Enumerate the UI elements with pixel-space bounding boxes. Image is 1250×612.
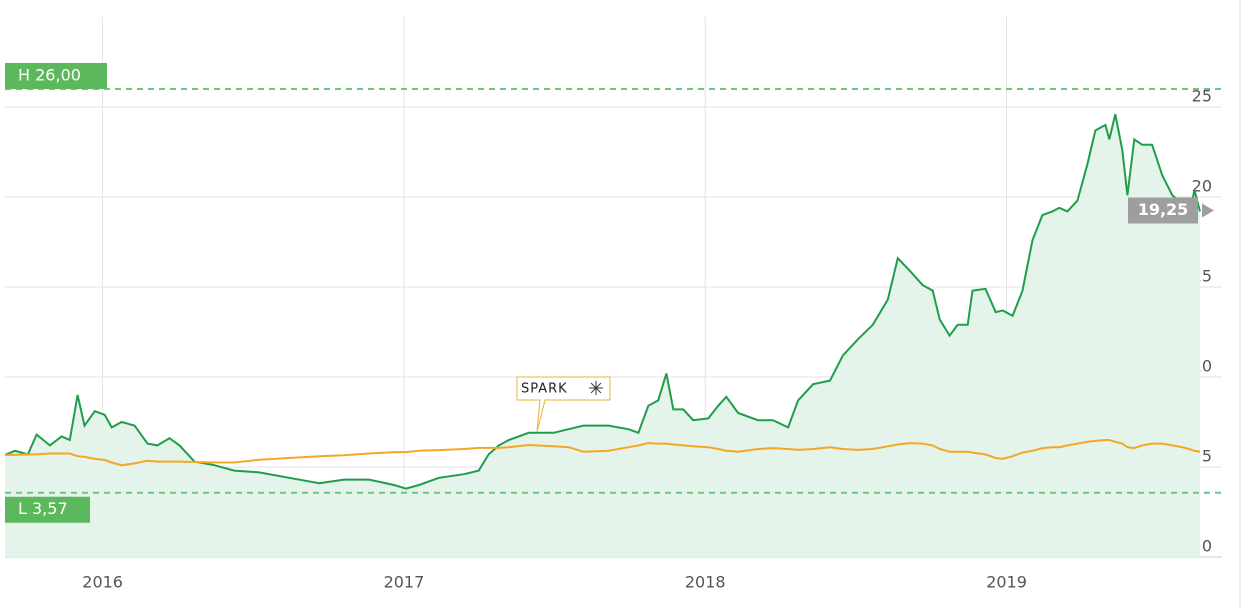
last-price-label: 19,25: [1138, 200, 1189, 219]
y-tick-label: 5: [1202, 447, 1212, 466]
label-text: L 3,57: [18, 499, 68, 518]
icon-ray: [590, 382, 602, 394]
series-line: [5, 439, 1201, 467]
label-box: [5, 496, 90, 523]
last-price-box: [1128, 197, 1198, 224]
y-tick-label: 20: [1192, 177, 1212, 196]
reference-label: L 3,57: [5, 496, 90, 523]
badge-text: SPARK: [521, 382, 568, 397]
label-text: H 26,00: [18, 66, 81, 85]
x-tick-label: 2017: [384, 573, 425, 592]
x-tick-label: 2019: [986, 573, 1027, 592]
label-box: [5, 63, 107, 89]
badge-icon: [589, 381, 603, 395]
badge-box: [516, 376, 611, 433]
series-line: [4, 113, 1201, 490]
last-price-marker: [1202, 203, 1214, 218]
series-area: [5, 114, 1201, 557]
x-tick-label: 2018: [685, 573, 726, 592]
x-tick-label: 2016: [82, 573, 123, 592]
y-tick-label: 25: [1192, 87, 1212, 106]
reference-label: H 26,00: [5, 63, 107, 89]
y-tick-label: 0: [1202, 537, 1212, 556]
